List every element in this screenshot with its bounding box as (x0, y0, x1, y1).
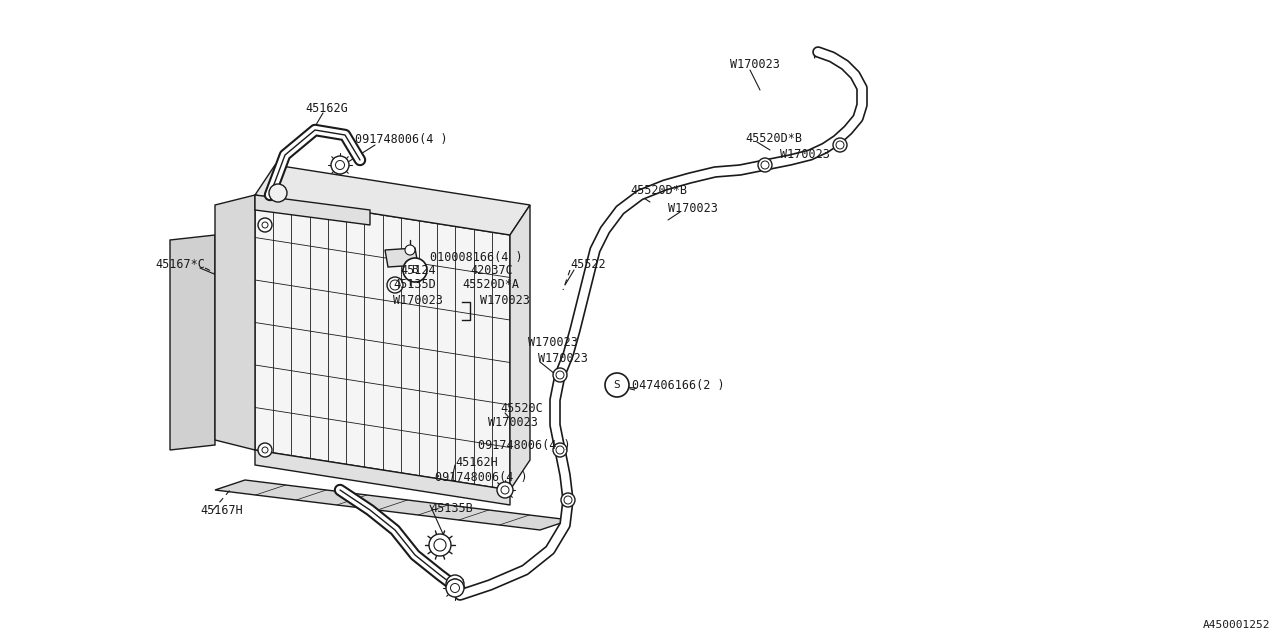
Text: W170023: W170023 (668, 202, 718, 214)
Text: W170023: W170023 (780, 148, 829, 161)
Polygon shape (215, 480, 570, 530)
Circle shape (836, 141, 844, 149)
Circle shape (387, 277, 403, 293)
Circle shape (564, 496, 572, 504)
Text: 45522: 45522 (570, 259, 605, 271)
Circle shape (553, 443, 567, 457)
Circle shape (556, 446, 564, 454)
Text: 45520C: 45520C (500, 401, 543, 415)
Text: A450001252: A450001252 (1202, 620, 1270, 630)
Text: 45162H: 45162H (454, 456, 498, 468)
Polygon shape (255, 165, 530, 235)
Text: W170023: W170023 (730, 58, 780, 72)
Circle shape (262, 447, 268, 453)
Circle shape (390, 280, 399, 290)
Circle shape (403, 258, 428, 282)
Text: W170023: W170023 (538, 351, 588, 365)
Circle shape (262, 222, 268, 228)
Circle shape (332, 156, 349, 174)
Circle shape (833, 138, 847, 152)
Text: 45124: 45124 (399, 264, 435, 276)
Polygon shape (170, 235, 215, 450)
Circle shape (404, 245, 415, 255)
Circle shape (451, 584, 460, 593)
Text: 091748006(4 ): 091748006(4 ) (477, 438, 571, 451)
Text: S: S (613, 380, 621, 390)
Circle shape (335, 160, 346, 170)
Circle shape (445, 579, 465, 597)
Circle shape (332, 157, 348, 173)
Circle shape (500, 486, 509, 494)
Text: W170023: W170023 (529, 337, 577, 349)
Text: 047406166(2 ): 047406166(2 ) (632, 378, 724, 392)
Text: 45520D*B: 45520D*B (630, 184, 687, 196)
Text: 091748006(4 ): 091748006(4 ) (435, 472, 527, 484)
Polygon shape (385, 248, 419, 267)
Circle shape (259, 443, 273, 457)
Text: 42037C: 42037C (470, 264, 513, 276)
Circle shape (451, 579, 460, 589)
Text: W170023: W170023 (480, 294, 530, 307)
Circle shape (335, 161, 344, 170)
Text: 45135B: 45135B (430, 502, 472, 515)
Circle shape (561, 493, 575, 507)
Text: 45162G: 45162G (305, 102, 348, 115)
Polygon shape (509, 205, 530, 490)
Text: 45167H: 45167H (200, 504, 243, 516)
Text: 010008166(4 ): 010008166(4 ) (430, 252, 522, 264)
Text: W170023: W170023 (393, 294, 443, 307)
Text: 45135D: 45135D (393, 278, 435, 291)
Text: 091748006(4 ): 091748006(4 ) (355, 134, 448, 147)
Polygon shape (215, 195, 255, 450)
Circle shape (758, 158, 772, 172)
Polygon shape (255, 450, 509, 505)
Text: W170023: W170023 (488, 417, 538, 429)
Text: 45520D*B: 45520D*B (745, 131, 803, 145)
Circle shape (259, 218, 273, 232)
Circle shape (556, 371, 564, 379)
Text: 45520D*A: 45520D*A (462, 278, 518, 291)
Circle shape (404, 260, 415, 270)
Text: 45167*C: 45167*C (155, 259, 205, 271)
Circle shape (269, 184, 287, 202)
Polygon shape (255, 195, 370, 225)
Circle shape (762, 161, 769, 169)
Circle shape (429, 534, 451, 556)
Circle shape (434, 539, 445, 551)
Circle shape (497, 482, 513, 498)
Circle shape (445, 575, 465, 593)
Circle shape (605, 373, 628, 397)
Polygon shape (255, 195, 509, 490)
Circle shape (553, 368, 567, 382)
Text: B: B (412, 265, 419, 275)
